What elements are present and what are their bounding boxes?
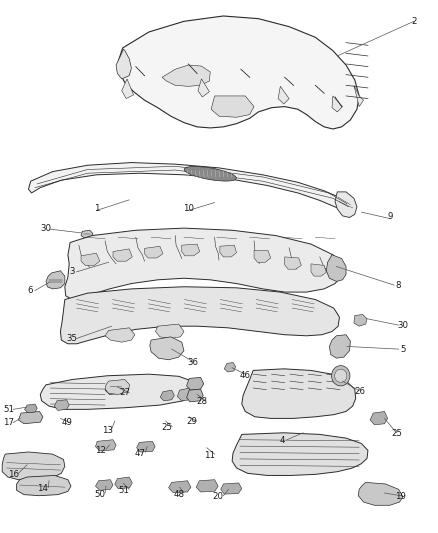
Polygon shape xyxy=(254,251,271,262)
Text: 19: 19 xyxy=(396,492,406,501)
Ellipse shape xyxy=(332,366,350,386)
Polygon shape xyxy=(160,390,174,401)
Polygon shape xyxy=(54,400,69,410)
Text: 5: 5 xyxy=(400,345,406,353)
Polygon shape xyxy=(329,335,350,358)
Text: 46: 46 xyxy=(240,371,251,379)
Text: 51: 51 xyxy=(118,486,130,495)
Text: 25: 25 xyxy=(162,423,173,432)
Text: 8: 8 xyxy=(396,281,401,289)
Polygon shape xyxy=(232,433,368,475)
Text: 6: 6 xyxy=(27,286,32,295)
Polygon shape xyxy=(326,255,346,281)
Polygon shape xyxy=(81,253,100,265)
Text: 27: 27 xyxy=(119,389,131,397)
Polygon shape xyxy=(105,328,135,342)
Polygon shape xyxy=(332,96,343,112)
Polygon shape xyxy=(105,381,125,394)
Text: 48: 48 xyxy=(173,490,184,498)
Text: 50: 50 xyxy=(94,490,106,498)
Polygon shape xyxy=(354,85,364,107)
Polygon shape xyxy=(95,440,116,451)
Polygon shape xyxy=(105,379,130,394)
Polygon shape xyxy=(65,228,343,300)
Polygon shape xyxy=(187,377,204,390)
Polygon shape xyxy=(150,337,184,360)
Text: 12: 12 xyxy=(95,446,106,455)
Polygon shape xyxy=(187,389,203,402)
Polygon shape xyxy=(169,481,191,492)
Polygon shape xyxy=(358,482,403,505)
Text: 30: 30 xyxy=(397,321,409,329)
Text: 26: 26 xyxy=(354,387,366,396)
Polygon shape xyxy=(46,271,65,289)
Polygon shape xyxy=(162,65,210,86)
Text: 36: 36 xyxy=(187,358,198,367)
Polygon shape xyxy=(221,483,242,494)
Polygon shape xyxy=(95,480,113,490)
Polygon shape xyxy=(182,244,200,256)
Polygon shape xyxy=(354,314,367,326)
Polygon shape xyxy=(28,163,350,212)
Ellipse shape xyxy=(335,369,347,383)
Polygon shape xyxy=(278,86,289,104)
Text: 3: 3 xyxy=(70,268,75,276)
Polygon shape xyxy=(113,249,132,261)
Text: 11: 11 xyxy=(204,451,215,459)
Polygon shape xyxy=(2,452,65,480)
Polygon shape xyxy=(335,192,357,217)
Polygon shape xyxy=(122,79,134,99)
Text: 9: 9 xyxy=(387,213,392,221)
Polygon shape xyxy=(285,257,301,269)
Text: 25: 25 xyxy=(391,430,402,438)
Polygon shape xyxy=(177,388,193,401)
Polygon shape xyxy=(211,96,254,117)
Text: 51: 51 xyxy=(3,405,14,414)
Text: 29: 29 xyxy=(187,417,197,425)
Polygon shape xyxy=(220,245,237,257)
Polygon shape xyxy=(25,404,37,413)
Polygon shape xyxy=(224,362,236,372)
Polygon shape xyxy=(40,374,194,409)
Polygon shape xyxy=(311,264,326,276)
Polygon shape xyxy=(60,287,339,344)
Text: 16: 16 xyxy=(7,470,19,479)
Polygon shape xyxy=(116,49,131,79)
Text: 35: 35 xyxy=(67,334,78,343)
Polygon shape xyxy=(137,441,155,452)
Text: 17: 17 xyxy=(3,418,14,427)
Text: 13: 13 xyxy=(102,426,113,434)
Text: 4: 4 xyxy=(280,437,285,445)
Polygon shape xyxy=(242,369,356,418)
Text: 30: 30 xyxy=(40,224,52,232)
Polygon shape xyxy=(198,79,209,97)
Text: 2: 2 xyxy=(411,17,417,26)
Polygon shape xyxy=(118,16,359,129)
Polygon shape xyxy=(17,475,71,496)
Polygon shape xyxy=(370,411,388,425)
Ellipse shape xyxy=(184,166,236,181)
Text: 47: 47 xyxy=(134,449,146,457)
Polygon shape xyxy=(196,480,218,492)
Polygon shape xyxy=(145,246,163,258)
Text: 1: 1 xyxy=(94,205,99,213)
Polygon shape xyxy=(81,230,93,238)
Text: 28: 28 xyxy=(196,398,207,406)
Polygon shape xyxy=(155,324,184,338)
Polygon shape xyxy=(115,477,132,489)
Text: 20: 20 xyxy=(212,492,224,501)
Polygon shape xyxy=(18,411,43,424)
Text: 14: 14 xyxy=(37,484,49,493)
Text: 10: 10 xyxy=(183,205,194,213)
Text: 49: 49 xyxy=(61,418,72,427)
